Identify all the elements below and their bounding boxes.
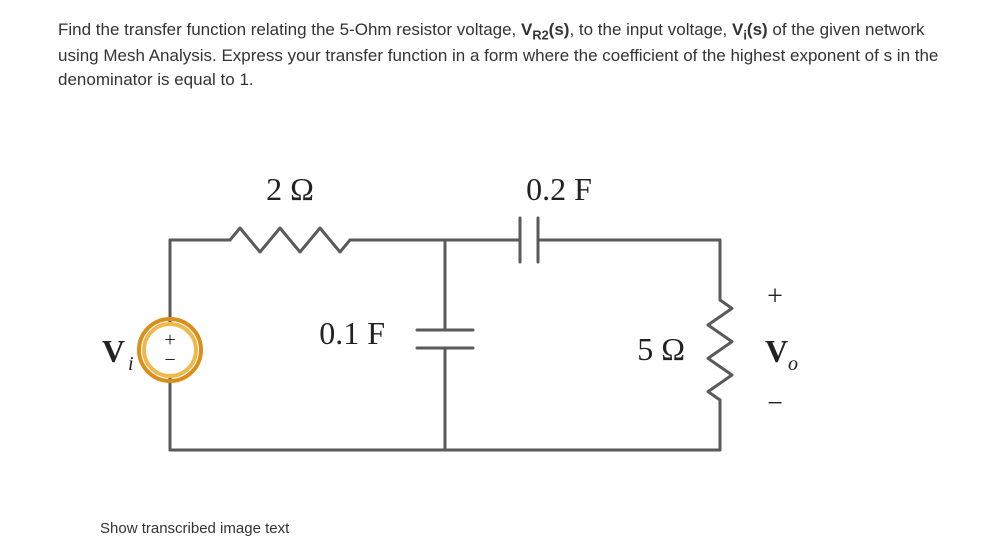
svg-text:0.2 F: 0.2 F bbox=[526, 171, 592, 207]
q-mid: , to the input voltage, bbox=[569, 20, 732, 39]
svg-text:+: + bbox=[164, 329, 175, 351]
svg-text:V: V bbox=[765, 333, 788, 369]
svg-text:−: − bbox=[164, 349, 175, 371]
svg-text:o: o bbox=[788, 353, 798, 375]
svg-text:+: + bbox=[767, 281, 783, 312]
show-transcribed-link[interactable]: Show transcribed image text bbox=[100, 520, 289, 537]
svg-text:0.1 F: 0.1 F bbox=[319, 315, 385, 351]
circuit-diagram: +−2 Ω0.2 F0.1 F5 ΩVi+Vo− bbox=[100, 150, 820, 510]
svg-text:−: − bbox=[767, 388, 783, 419]
q-sym1-base: V bbox=[521, 20, 532, 39]
q-part1: Find the transfer function relating the … bbox=[58, 20, 521, 39]
svg-text:2 Ω: 2 Ω bbox=[266, 171, 314, 207]
q-sym1-tail: (s) bbox=[549, 20, 570, 39]
q-sym2-base: V bbox=[732, 20, 743, 39]
problem-statement: Find the transfer function relating the … bbox=[58, 18, 958, 92]
q-sym2-tail: (s) bbox=[747, 20, 768, 39]
svg-text:5 Ω: 5 Ω bbox=[637, 331, 685, 367]
svg-text:V: V bbox=[102, 333, 125, 369]
q-sym1-sub: R2 bbox=[532, 27, 548, 42]
svg-text:i: i bbox=[128, 353, 134, 375]
